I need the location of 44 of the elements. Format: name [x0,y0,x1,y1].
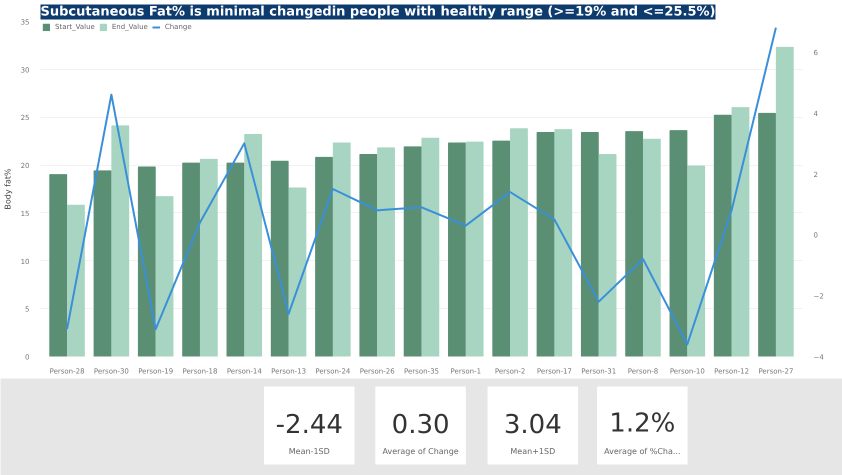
text: -2.44 [276,410,343,440]
bar [598,154,616,356]
bar [510,128,528,356]
bar [67,204,85,356]
bar [182,162,200,356]
bar [776,46,794,356]
bar [156,196,174,356]
text: Mean+1SD [510,447,556,456]
bar [138,166,156,356]
bar [226,162,244,356]
bar [377,147,395,356]
bar [94,170,112,356]
bar [288,188,306,356]
bar [315,156,333,356]
bar [332,142,351,356]
bar [270,160,289,356]
bar [49,174,68,356]
bar [536,132,554,356]
bar [625,131,644,356]
text: Mean-1SD [288,447,330,456]
bar [448,142,466,356]
text: 0.30 [392,410,450,440]
bar [580,132,599,356]
bar [732,107,750,356]
text: Average of Change [382,447,459,456]
bar [111,125,130,356]
bar [642,138,661,356]
bar [714,114,732,356]
chart-title: Subcutaneous Fat% is minimal changedin people with healthy range (>=19% and <=25.5%) [40,4,716,20]
text: 1.2% [609,408,676,438]
bar [359,154,378,356]
text: 3.04 [504,410,562,440]
text: Average of %Cha... [604,447,681,456]
bar [404,146,422,356]
bar [244,134,262,356]
bar [492,140,510,356]
bar [670,130,688,356]
y-axis-title: Body fat% [4,168,13,210]
bar [200,158,218,356]
bar [466,142,484,356]
bar [758,112,776,356]
bar [421,138,440,356]
bar [554,129,572,356]
bar [687,166,706,356]
